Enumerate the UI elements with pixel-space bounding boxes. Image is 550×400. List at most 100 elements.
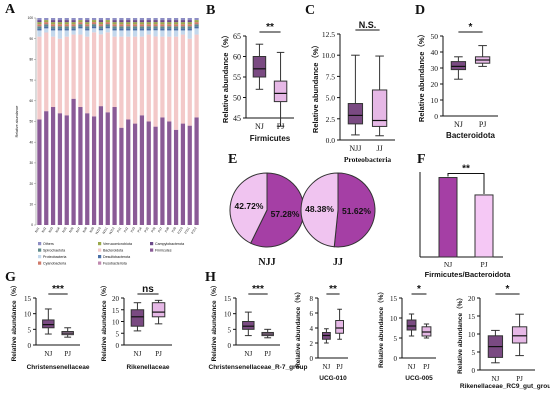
h1-x-tick-label: NJ (244, 350, 252, 358)
a-bar-segment (119, 20, 124, 23)
a-bar-segment (153, 30, 158, 37)
a-bar-segment (44, 26, 49, 29)
g2-y-tick-label: 15 (112, 307, 120, 315)
a-bar-segment (180, 18, 186, 21)
a-bar-segment (139, 24, 145, 27)
a-x-tick-label: NJ5 (61, 226, 67, 233)
b-box (273, 80, 288, 103)
a-bar-segment (173, 36, 179, 130)
a-legend-label: Bacteroidota (103, 249, 123, 253)
a-bar-segment (78, 107, 83, 225)
a-bar-segment (187, 20, 192, 23)
a-bar-segment (44, 22, 49, 25)
a-x-tick-label: NJ11 (102, 226, 109, 234)
a-y-tick-label: 60 (29, 99, 33, 103)
a-x-tick-label: NJ6 (68, 226, 74, 233)
a-bar-segment (126, 36, 131, 120)
a-x-tick-label: PJ9 (171, 226, 177, 233)
a-x-tick-label: NJ3 (48, 226, 54, 233)
g2-y-axis-label: Relative abundance（%） (100, 282, 108, 362)
a-bar-segment (180, 26, 186, 29)
a-bar-segment (64, 20, 69, 23)
a-bar-segment (139, 115, 145, 225)
a-bar-segment (85, 24, 90, 27)
a-bar-segment (112, 107, 117, 225)
d-y-tick-label: 30 (431, 64, 439, 73)
a-bar-segment (71, 98, 76, 225)
a-bar-segment (44, 32, 49, 112)
a-bar-segment (44, 18, 49, 21)
a-legend-label: Others (43, 242, 54, 246)
h3-y-tick-label: 15 (390, 295, 398, 303)
a-x-tick-label: PJ7 (157, 226, 163, 233)
a-bar-segment (85, 36, 90, 114)
a-bar-segment (126, 119, 131, 225)
a-bar-segment (139, 26, 145, 29)
h3-y-axis-label: Relative abundance（%） (377, 288, 385, 368)
a-x-tick-label: PJ4 (137, 226, 143, 233)
h4-x-tick-label: PJ (516, 375, 523, 383)
h1-x-tick-label: PJ (264, 350, 271, 358)
d-y-tick-label: 10 (431, 96, 439, 105)
h4-x-tick-label: NJ (492, 375, 500, 383)
a-legend-swatch (38, 248, 42, 252)
a-legend-swatch (98, 261, 102, 265)
d-x-tick-label: NJ (454, 120, 463, 129)
a-bar-segment (167, 26, 172, 29)
a-bar-segment (146, 22, 151, 25)
g2-y-tick-label: 10 (112, 319, 120, 327)
a-bar-segment (98, 34, 104, 107)
a-bar-segment (78, 22, 83, 25)
h3-x-tick-label: PJ (423, 363, 430, 371)
a-bar-segment (112, 26, 117, 29)
a-bar-segment (98, 22, 104, 25)
a-bar-segment (105, 32, 110, 113)
d-y-tick-label: 50 (431, 32, 439, 41)
a-bar-segment (50, 26, 56, 29)
a-legend-swatch (98, 248, 102, 252)
a-bar-segment (139, 30, 145, 37)
h4-significance-label: * (506, 284, 510, 295)
panel-letter-a: A (5, 2, 16, 17)
a-bar-segment (64, 26, 69, 29)
e2-slice-label: 48.38% (305, 204, 334, 214)
e2-slice-label: 51.62% (342, 206, 371, 216)
g2-x-tick-label: PJ (155, 350, 162, 358)
a-bar-segment (57, 20, 63, 23)
f-bar (474, 194, 494, 258)
a-bar-segment (173, 28, 179, 31)
a-y-tick-label: 100 (28, 16, 34, 20)
h2-y-tick-label: 2 (310, 340, 314, 348)
a-bar-segment (180, 28, 186, 31)
c-x-axis-label: Proteobacteria (344, 155, 392, 164)
a-bar-segment (64, 24, 69, 27)
g2-x-axis-label: Rikenellaceae (126, 364, 169, 371)
a-bar-segment (57, 28, 63, 31)
a-bar-segment (173, 129, 179, 225)
c-x-tick-label: JJ (376, 144, 382, 153)
b-y-tick-label: 60 (233, 53, 241, 62)
g1-y-tick-label: 10 (24, 311, 32, 319)
a-bar-segment (160, 28, 165, 31)
a-bar-segment (187, 18, 192, 21)
a-bar-segment (187, 22, 192, 25)
a-x-tick-label: PJ12 (190, 226, 197, 234)
b-y-tick-label: 50 (233, 94, 241, 103)
h3-box (406, 319, 417, 331)
a-x-tick-label: NJ7 (75, 226, 81, 233)
panel-letter-e: E (228, 152, 238, 167)
a-bar-segment (44, 111, 49, 225)
a-bar-segment (194, 28, 199, 35)
panel-letter-f: F (417, 152, 426, 167)
a-bar-segment (91, 28, 97, 33)
a-bar-segment (153, 126, 158, 225)
a-bar-segment (64, 115, 69, 225)
c-y-tick-label: 5.0 (326, 94, 336, 103)
a-legend-label: Firmicutes (155, 249, 172, 253)
a-bar-segment (126, 20, 131, 23)
g1-x-tick-label: PJ (64, 350, 71, 358)
a-bar-segment (153, 18, 158, 21)
a-bar-segment (132, 123, 138, 225)
a-bar-segment (50, 22, 56, 25)
a-bar-segment (187, 24, 192, 27)
